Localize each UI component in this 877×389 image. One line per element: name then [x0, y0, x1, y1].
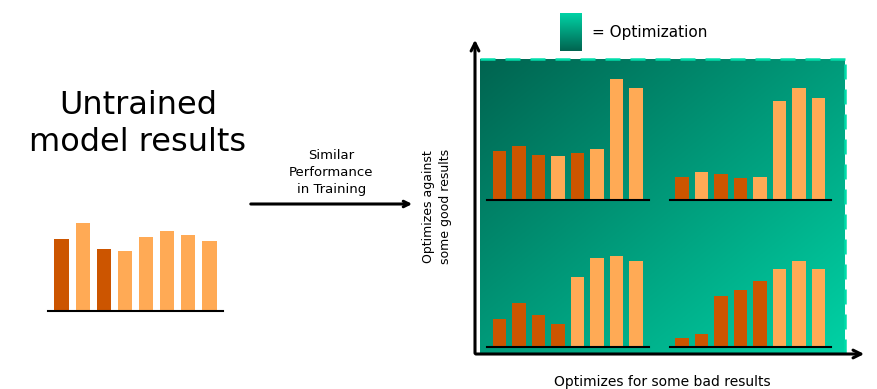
Bar [734, 290, 747, 347]
Bar [734, 178, 747, 200]
Bar [160, 231, 175, 311]
Bar [715, 296, 728, 347]
Bar [675, 338, 689, 347]
Bar [792, 88, 806, 200]
Bar [493, 319, 506, 347]
Text: Similar
Performance
in Training: Similar Performance in Training [289, 149, 374, 196]
Bar [571, 277, 584, 347]
Bar [552, 324, 565, 347]
Bar [715, 174, 728, 200]
Bar [753, 177, 766, 200]
Bar [753, 281, 766, 347]
Bar [695, 172, 709, 200]
Text: = Optimization: = Optimization [592, 25, 708, 40]
Bar [181, 235, 196, 311]
Bar [590, 149, 603, 200]
Bar [695, 335, 709, 347]
Bar [512, 146, 526, 200]
Bar [675, 177, 689, 200]
Bar [139, 237, 153, 311]
Bar [792, 261, 806, 347]
Bar [96, 249, 111, 311]
Bar [552, 156, 565, 200]
Bar [773, 268, 786, 347]
Bar [531, 155, 545, 200]
Bar [590, 258, 603, 347]
Bar [512, 303, 526, 347]
Bar [811, 268, 825, 347]
Bar [629, 88, 643, 200]
Bar [118, 251, 132, 311]
Bar [773, 101, 786, 200]
Text: Untrained
model results: Untrained model results [30, 90, 246, 158]
Bar [571, 153, 584, 200]
Bar [202, 241, 217, 311]
Bar [493, 151, 506, 200]
Text: Optimizes against
some good results: Optimizes against some good results [422, 149, 452, 264]
Bar [610, 79, 623, 200]
Bar [811, 98, 825, 200]
Bar [610, 256, 623, 347]
Bar [531, 315, 545, 347]
Bar [54, 239, 69, 311]
Text: Optimizes for some bad results: Optimizes for some bad results [554, 375, 771, 389]
Bar [629, 261, 643, 347]
Bar [75, 223, 90, 311]
